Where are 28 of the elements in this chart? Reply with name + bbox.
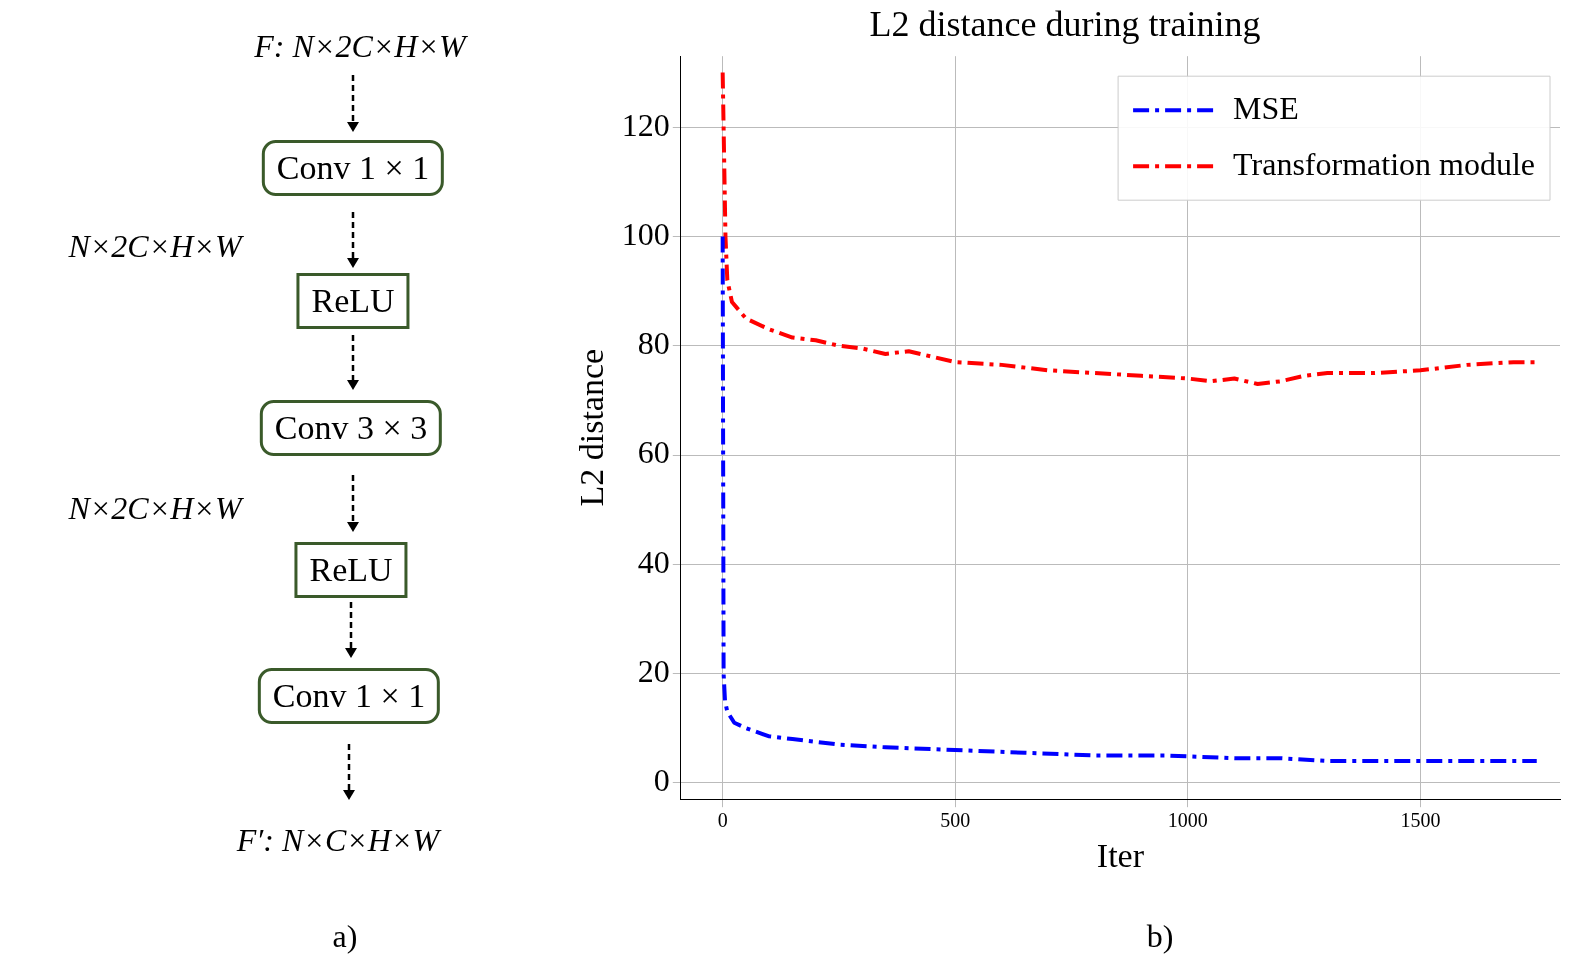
line-series bbox=[720, 234, 1539, 763]
x-tick-label: 0 bbox=[717, 809, 728, 832]
x-axis-title: Iter bbox=[1096, 836, 1145, 874]
text: Conv 3 × 3 bbox=[259, 400, 443, 456]
y-tick-label: 100 bbox=[621, 215, 670, 252]
y-tick-label: 120 bbox=[621, 106, 670, 143]
text: ReLU bbox=[294, 542, 408, 598]
y-axis-title: L2 distance bbox=[573, 348, 611, 507]
text: N×2C×H×W bbox=[68, 228, 242, 265]
text: b) bbox=[1146, 918, 1174, 955]
y-tick-label: 0 bbox=[653, 762, 670, 799]
legend-label: MSE bbox=[1233, 89, 1299, 126]
y-tick-label: 80 bbox=[637, 325, 670, 362]
chart-title: L2 distance during training bbox=[869, 4, 1261, 45]
y-tick-label: 40 bbox=[637, 543, 670, 580]
x-tick-label: 1000 bbox=[1167, 809, 1208, 832]
x-tick-label: 1500 bbox=[1400, 809, 1441, 832]
text: F′: N×C×H×W bbox=[236, 822, 440, 859]
text: N×2C×H×W bbox=[68, 490, 242, 527]
text: a) bbox=[332, 918, 358, 955]
text: Conv 1 × 1 bbox=[257, 668, 441, 724]
x-tick-label: 500 bbox=[940, 809, 971, 832]
y-tick-label: 60 bbox=[637, 434, 670, 471]
text: F: N×2C×H×W bbox=[254, 28, 466, 65]
legend-label: Transformation module bbox=[1233, 145, 1535, 182]
text: Conv 1 × 1 bbox=[261, 140, 445, 196]
text: ReLU bbox=[296, 273, 410, 329]
y-tick-label: 20 bbox=[637, 652, 670, 689]
